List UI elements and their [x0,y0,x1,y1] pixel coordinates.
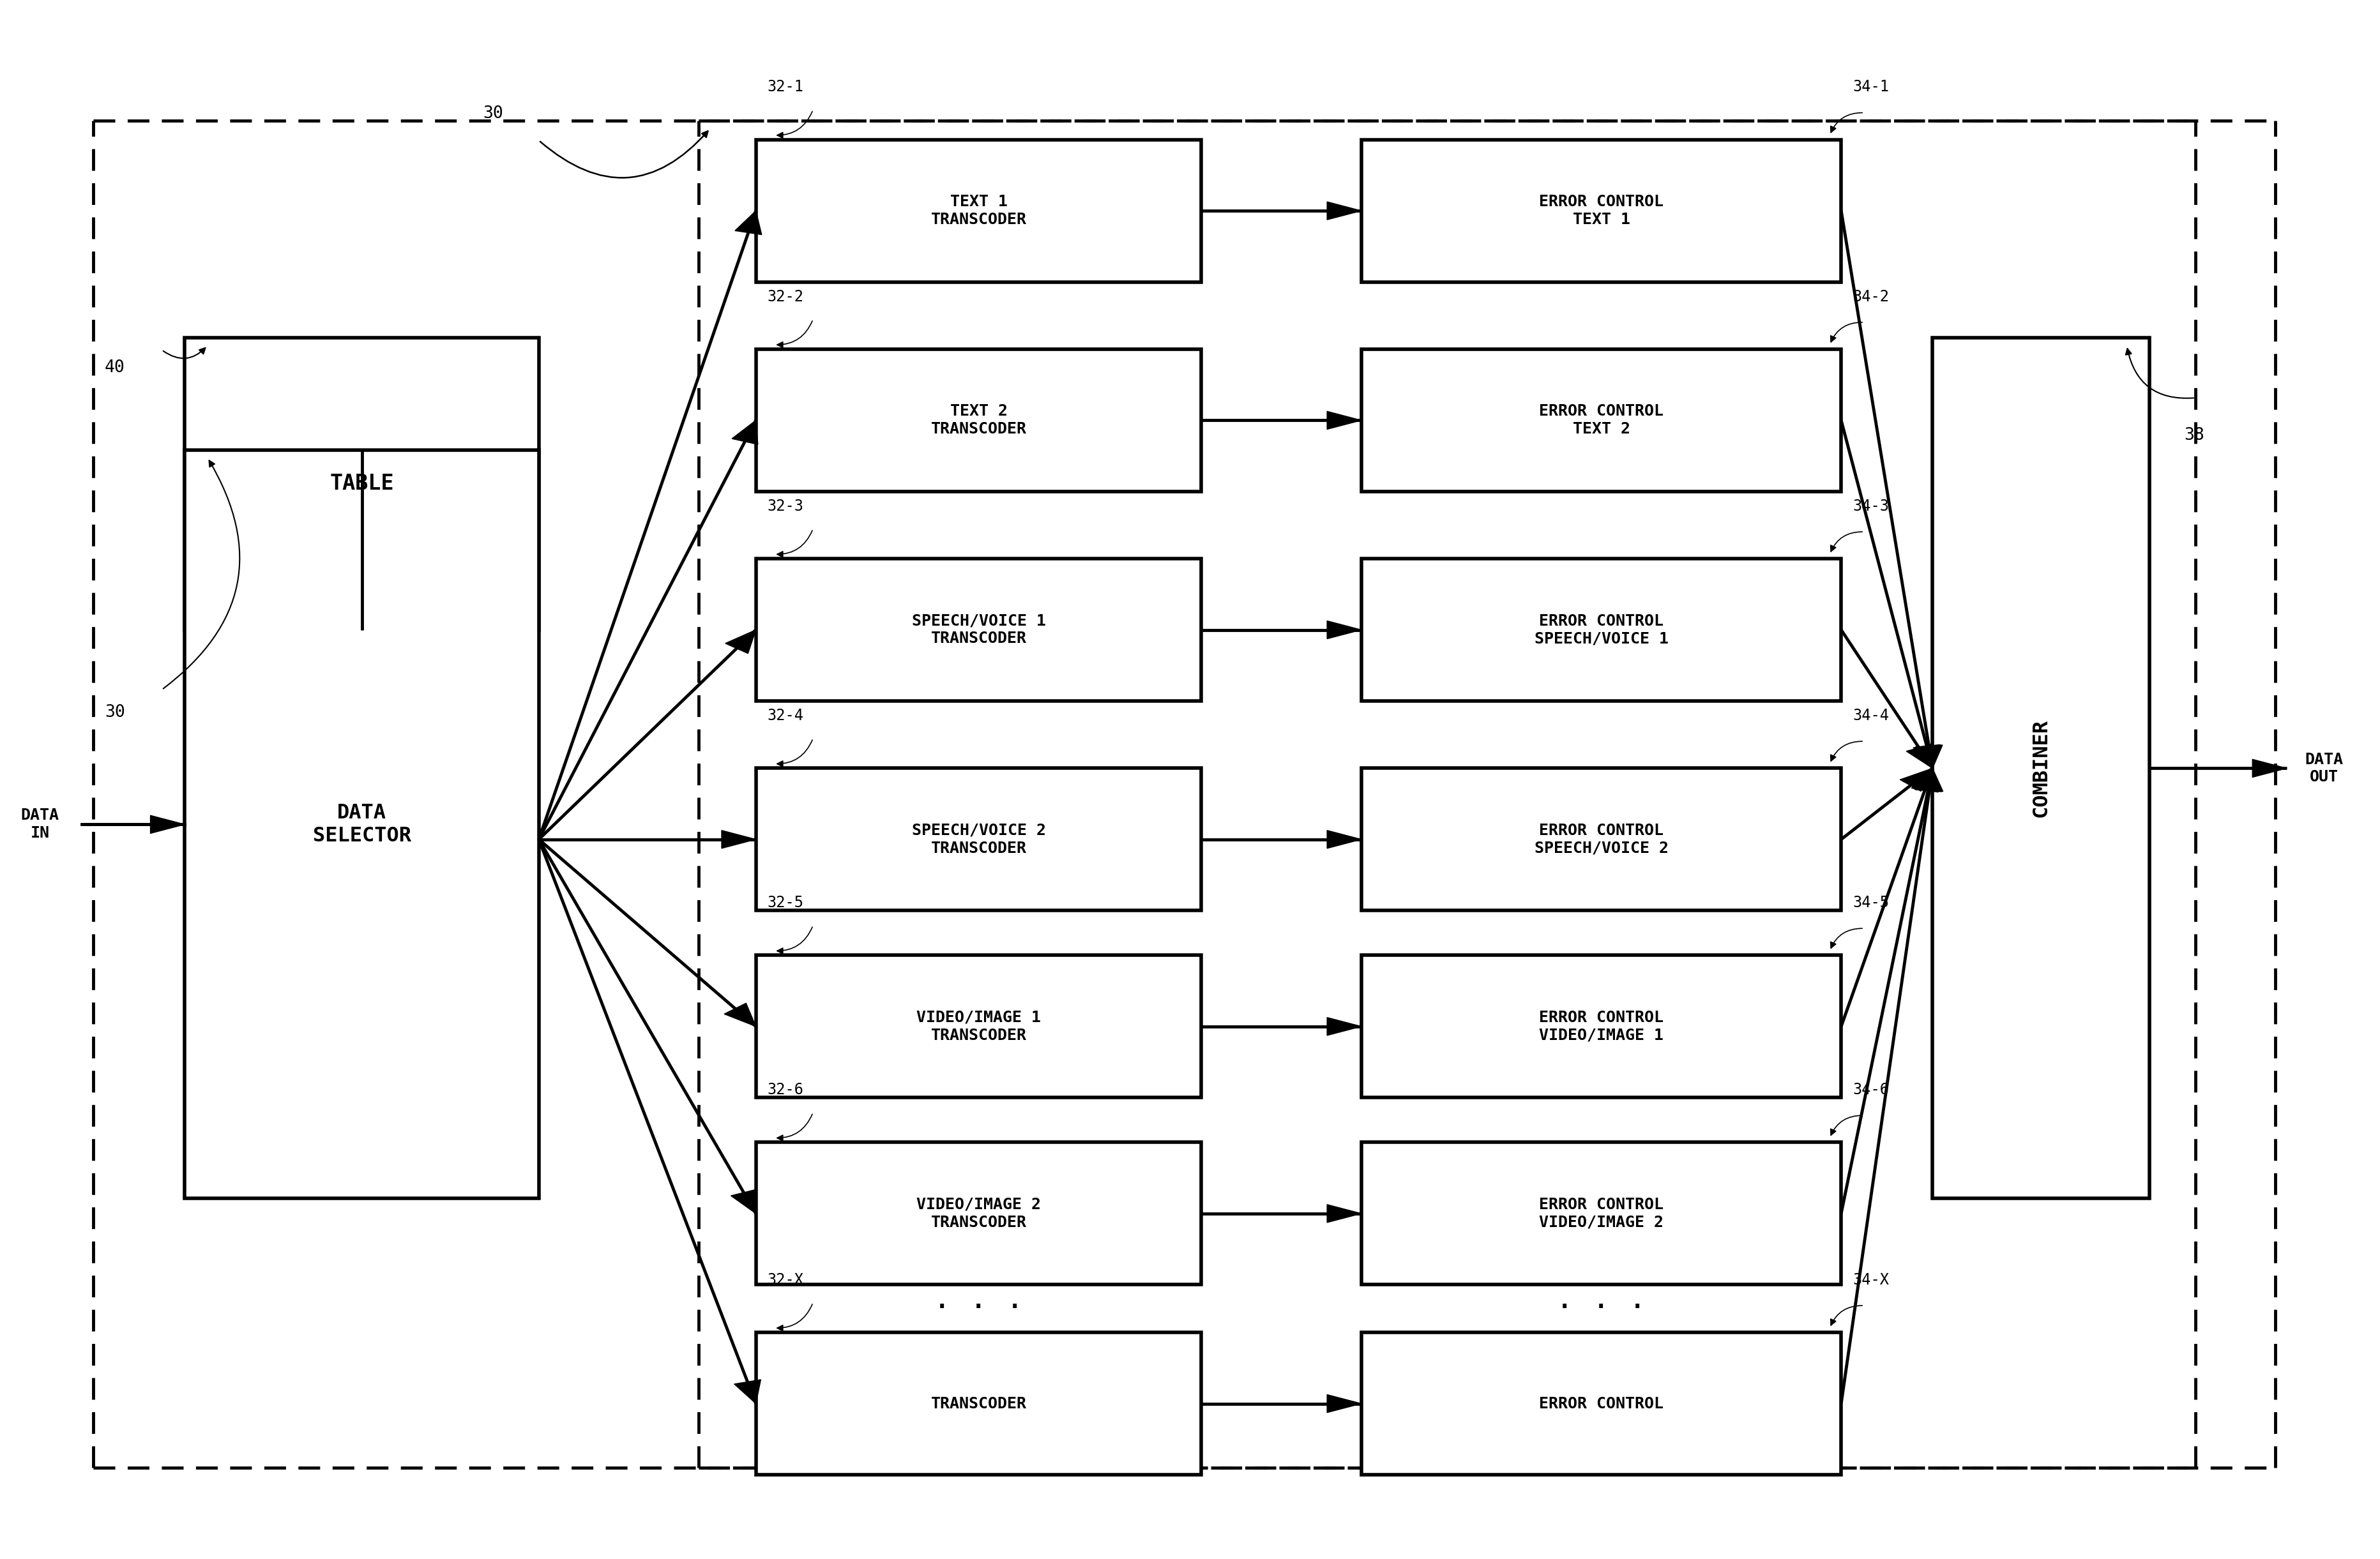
Text: 30: 30 [483,104,502,122]
Polygon shape [150,815,186,834]
Text: 38: 38 [2185,427,2204,444]
Text: 32-2: 32-2 [766,288,804,304]
Text: TEXT 2
TRANSCODER: TEXT 2 TRANSCODER [931,404,1026,437]
Text: DATA
IN: DATA IN [21,808,60,840]
Bar [757,349,1202,491]
Bar [1361,1333,1842,1475]
Text: ERROR CONTROL
TEXT 1: ERROR CONTROL TEXT 1 [1540,195,1664,228]
Text: ERROR CONTROL
SPEECH/VOICE 2: ERROR CONTROL SPEECH/VOICE 2 [1535,823,1668,856]
Text: 34-3: 34-3 [1852,499,1890,514]
Polygon shape [733,421,757,444]
Text: ERROR CONTROL
TEXT 2: ERROR CONTROL TEXT 2 [1540,404,1664,437]
Bar [1933,338,2149,1199]
Bar [186,338,538,630]
Text: ERROR CONTROL
VIDEO/IMAGE 2: ERROR CONTROL VIDEO/IMAGE 2 [1540,1197,1664,1230]
Polygon shape [731,1190,757,1213]
Polygon shape [1899,769,1933,792]
Bar [757,1333,1202,1475]
Text: 32-4: 32-4 [766,708,804,723]
Text: 34-6: 34-6 [1852,1082,1890,1098]
Bar [757,769,1202,910]
Bar [757,140,1202,282]
Bar [757,956,1202,1098]
Bar [1361,956,1842,1098]
Text: 32-3: 32-3 [766,499,804,514]
Text: DATA
SELECTOR: DATA SELECTOR [312,803,412,845]
Text: VIDEO/IMAGE 2
TRANSCODER: VIDEO/IMAGE 2 TRANSCODER [916,1197,1040,1230]
Text: TRANSCODER: TRANSCODER [931,1395,1026,1411]
Text: 34-X: 34-X [1852,1272,1890,1288]
Bar [186,451,538,1199]
Text: DATA
OUT: DATA OUT [2304,751,2344,784]
Text: TEXT 1
TRANSCODER: TEXT 1 TRANSCODER [931,195,1026,228]
Bar [757,1143,1202,1285]
Polygon shape [1911,769,1937,792]
Text: 32-1: 32-1 [766,80,804,95]
Text: 40: 40 [105,360,126,376]
Polygon shape [1328,620,1361,639]
Polygon shape [1916,745,1942,769]
Text: 32-5: 32-5 [766,895,804,910]
Polygon shape [1328,1395,1361,1412]
Text: 34-1: 34-1 [1852,80,1890,95]
Polygon shape [1914,745,1940,769]
Polygon shape [1328,831,1361,848]
Bar [757,558,1202,702]
Bar [1361,1143,1842,1285]
Text: 34-2: 34-2 [1852,288,1890,304]
Text: SPEECH/VOICE 2
TRANSCODER: SPEECH/VOICE 2 TRANSCODER [912,823,1045,856]
Polygon shape [1328,1018,1361,1035]
Text: ERROR CONTROL
SPEECH/VOICE 1: ERROR CONTROL SPEECH/VOICE 1 [1535,613,1668,647]
Polygon shape [735,210,762,235]
Text: 32-X: 32-X [766,1272,804,1288]
Bar [1361,769,1842,910]
Text: TABLE: TABLE [331,474,393,494]
Text: ERROR CONTROL: ERROR CONTROL [1540,1395,1664,1411]
Text: SPEECH/VOICE 1
TRANSCODER: SPEECH/VOICE 1 TRANSCODER [912,613,1045,647]
Text: 34-5: 34-5 [1852,895,1890,910]
Text: · · ·: · · · [933,1294,1023,1324]
Bar [1361,349,1842,491]
Polygon shape [724,1002,757,1026]
Bar [1361,140,1842,282]
Polygon shape [721,831,757,848]
Polygon shape [1916,769,1942,792]
Text: · · ·: · · · [1557,1294,1647,1324]
Bar [1361,558,1842,702]
Polygon shape [1328,201,1361,220]
Text: VIDEO/IMAGE 1
TRANSCODER: VIDEO/IMAGE 1 TRANSCODER [916,1010,1040,1043]
Polygon shape [1906,744,1933,769]
Text: 34-4: 34-4 [1852,708,1890,723]
Polygon shape [1328,1205,1361,1222]
Polygon shape [2251,759,2287,778]
Text: COMBINER: COMBINER [2030,719,2052,817]
Polygon shape [733,1380,762,1403]
Polygon shape [1914,769,1942,792]
Text: 32-6: 32-6 [766,1082,804,1098]
Text: 30: 30 [105,703,126,720]
Text: ERROR CONTROL
VIDEO/IMAGE 1: ERROR CONTROL VIDEO/IMAGE 1 [1540,1010,1664,1043]
Polygon shape [1328,412,1361,429]
Polygon shape [726,630,757,653]
